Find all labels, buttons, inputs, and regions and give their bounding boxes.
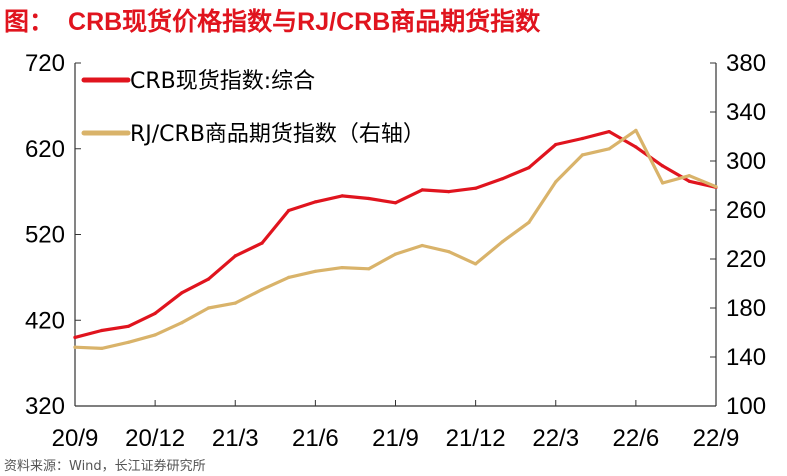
data-point-left	[554, 142, 558, 147]
legend-label: CRB现货指数:综合	[130, 69, 315, 94]
data-point-right	[393, 252, 398, 256]
data-point-left	[527, 166, 531, 170]
data-point-left	[233, 254, 237, 258]
data-point-left	[260, 241, 264, 245]
axes: 320 420 520 620 720 100 140 180 220 260 300 340 380 2…	[25, 50, 766, 452]
data-point-left	[447, 190, 451, 194]
data-point-left	[126, 324, 130, 328]
data-point-right	[554, 180, 558, 184]
data-point-left	[420, 188, 424, 192]
y-right-tick-label: 380	[726, 50, 766, 77]
series-line-left	[73, 130, 718, 339]
x-tick-label: 20/12	[125, 425, 185, 452]
data-point-right	[100, 346, 104, 350]
data-point-right	[153, 333, 157, 337]
data-point-right	[420, 243, 424, 248]
title-prefix: 图：	[4, 8, 55, 36]
x-tick-label: 21/9	[372, 425, 419, 452]
x-tick-label: 22/3	[532, 425, 579, 452]
legend: CRB现货指数:综合 RJ/CRB商品期货指数（右轴）	[81, 69, 425, 147]
data-point-right	[474, 262, 478, 266]
data-point-right	[687, 174, 691, 178]
series-line-right	[73, 128, 718, 350]
data-point-right	[661, 181, 665, 185]
data-point-left	[580, 136, 585, 141]
y-right-tick-label: 180	[726, 295, 766, 322]
data-point-right	[287, 275, 291, 279]
data-point-right	[313, 269, 317, 273]
data-point-left	[500, 177, 504, 181]
data-point-right	[580, 153, 585, 157]
data-point-left	[607, 130, 611, 134]
data-point-left	[287, 208, 291, 213]
source-note: 资料来源：Wind，长江证券研究所	[4, 459, 206, 474]
x-tick-label: 21/12	[446, 425, 506, 452]
data-point-right	[527, 220, 531, 224]
chart-title: 图： CRB现货价格指数与RJ/CRB商品期货指数	[4, 2, 540, 38]
data-point-left	[367, 196, 371, 201]
data-point-right	[126, 340, 130, 344]
y-left-tick-label: 720	[25, 50, 65, 77]
y-left-tick-label: 420	[25, 307, 65, 334]
y-left-tick-label: 520	[25, 222, 65, 249]
x-tick-label: 22/9	[693, 425, 740, 452]
y-right-tick-label: 100	[726, 393, 766, 420]
data-point-left	[340, 194, 344, 198]
data-point-left	[393, 201, 398, 205]
data-point-right	[634, 128, 638, 132]
y-left-tick-label: 320	[25, 393, 65, 420]
data-point-right	[367, 267, 371, 271]
data-point-right	[180, 321, 184, 325]
y-right-tick-label: 260	[726, 197, 766, 224]
data-point-left	[634, 145, 638, 149]
data-point-left	[206, 277, 211, 281]
data-point-left	[687, 179, 691, 183]
y-right-tick-label: 220	[726, 246, 766, 273]
x-tick-label: 22/6	[613, 425, 660, 452]
data-point-left	[73, 335, 77, 339]
data-point-right	[73, 345, 77, 349]
data-point-right	[206, 306, 211, 310]
y-left-tick-label: 620	[25, 136, 65, 163]
series-layer	[73, 128, 718, 350]
data-point-right	[500, 240, 504, 244]
x-tick-label: 21/3	[212, 425, 259, 452]
data-point-left	[313, 200, 317, 204]
data-point-left	[180, 291, 184, 295]
legend-label: RJ/CRB商品期货指数（右轴）	[130, 122, 425, 147]
x-tick-label: 21/6	[292, 425, 339, 452]
data-point-left	[661, 164, 665, 168]
title-text: CRB现货价格指数与RJ/CRB商品期货指数	[68, 8, 541, 36]
y-right-tick-label: 300	[726, 148, 766, 175]
data-point-right	[714, 185, 718, 189]
data-point-right	[340, 266, 344, 270]
data-point-right	[233, 301, 237, 305]
data-point-left	[474, 186, 478, 190]
data-point-right	[607, 147, 611, 151]
y-right-tick-label: 140	[726, 344, 766, 371]
x-tick-label: 20/9	[52, 425, 99, 452]
data-point-left	[153, 311, 157, 315]
data-point-left	[100, 328, 104, 333]
data-point-right	[447, 250, 451, 254]
data-point-right	[260, 288, 264, 292]
y-right-tick-label: 340	[726, 99, 766, 126]
